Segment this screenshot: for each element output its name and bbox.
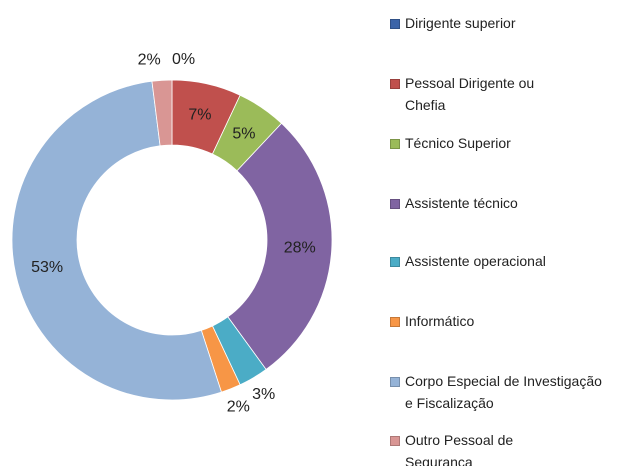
legend-item: Informático — [390, 310, 610, 332]
data-label: 7% — [188, 106, 211, 123]
legend-item: Outro Pessoal de Segurança — [390, 429, 540, 466]
legend-label: Dirigente superior — [405, 15, 516, 31]
donut-slice — [11, 80, 222, 401]
legend-swatch — [390, 139, 400, 149]
data-label: 0% — [172, 51, 195, 68]
donut-slice — [227, 122, 333, 371]
legend-swatch — [390, 19, 400, 29]
legend-item: Dirigente superior — [390, 12, 610, 34]
legend-label: Assistente operacional — [405, 253, 546, 269]
legend-swatch — [390, 257, 400, 267]
legend-label: Pessoal Dirigente ou Chefia — [405, 75, 535, 113]
data-label: 28% — [284, 239, 316, 256]
legend-item: Técnico Superior — [390, 132, 610, 154]
legend-swatch — [390, 199, 400, 209]
legend-item: Pessoal Dirigente ou Chefia — [390, 72, 540, 116]
legend-swatch — [390, 79, 400, 89]
data-label: 53% — [31, 259, 63, 276]
legend-label: Informático — [405, 313, 475, 329]
data-label: 3% — [252, 386, 275, 403]
legend-label: Assistente técnico — [405, 195, 518, 211]
donut-slice — [151, 79, 173, 147]
legend-swatch — [390, 436, 400, 446]
data-label: 2% — [138, 52, 161, 69]
legend-label: Outro Pessoal de Segurança — [405, 432, 514, 466]
data-label: 2% — [227, 399, 250, 416]
legend-item: Assistente técnico — [390, 192, 610, 214]
legend-label: Técnico Superior — [405, 135, 511, 151]
data-label: 5% — [232, 125, 255, 142]
legend-item: Corpo Especial de Investigação e Fiscali… — [390, 370, 605, 414]
legend-label: Corpo Especial de Investigação e Fiscali… — [405, 373, 602, 411]
legend-item: Assistente operacional — [390, 250, 610, 272]
legend-swatch — [390, 377, 400, 387]
legend-swatch — [390, 317, 400, 327]
